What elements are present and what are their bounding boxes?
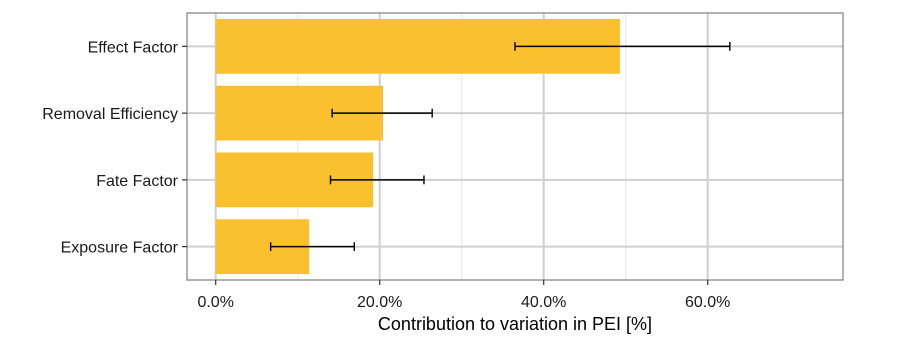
error-bars [269, 41, 731, 252]
x-axis: 0.0% 20.0% 40.0% 60.0% [197, 280, 730, 311]
bars [215, 19, 620, 274]
y-tick-label: Exposure Factor [61, 240, 179, 257]
x-axis-title: Contribution to variation in PEI [%] [378, 314, 652, 334]
panel-border [186, 12, 844, 281]
y-tick-label: Removal Efficiency [42, 106, 178, 123]
x-tick-label: 40.0% [521, 294, 566, 311]
x-tick-label: 60.0% [685, 294, 730, 311]
y-axis: Effect Factor Removal Efficiency Fate Fact… [42, 39, 187, 257]
x-tick-label: 20.0% [357, 294, 402, 311]
y-tick-label: Effect Factor [88, 39, 179, 56]
x-tick-label: 0.0% [197, 294, 233, 311]
y-tick-label: Fate Factor [96, 173, 178, 190]
